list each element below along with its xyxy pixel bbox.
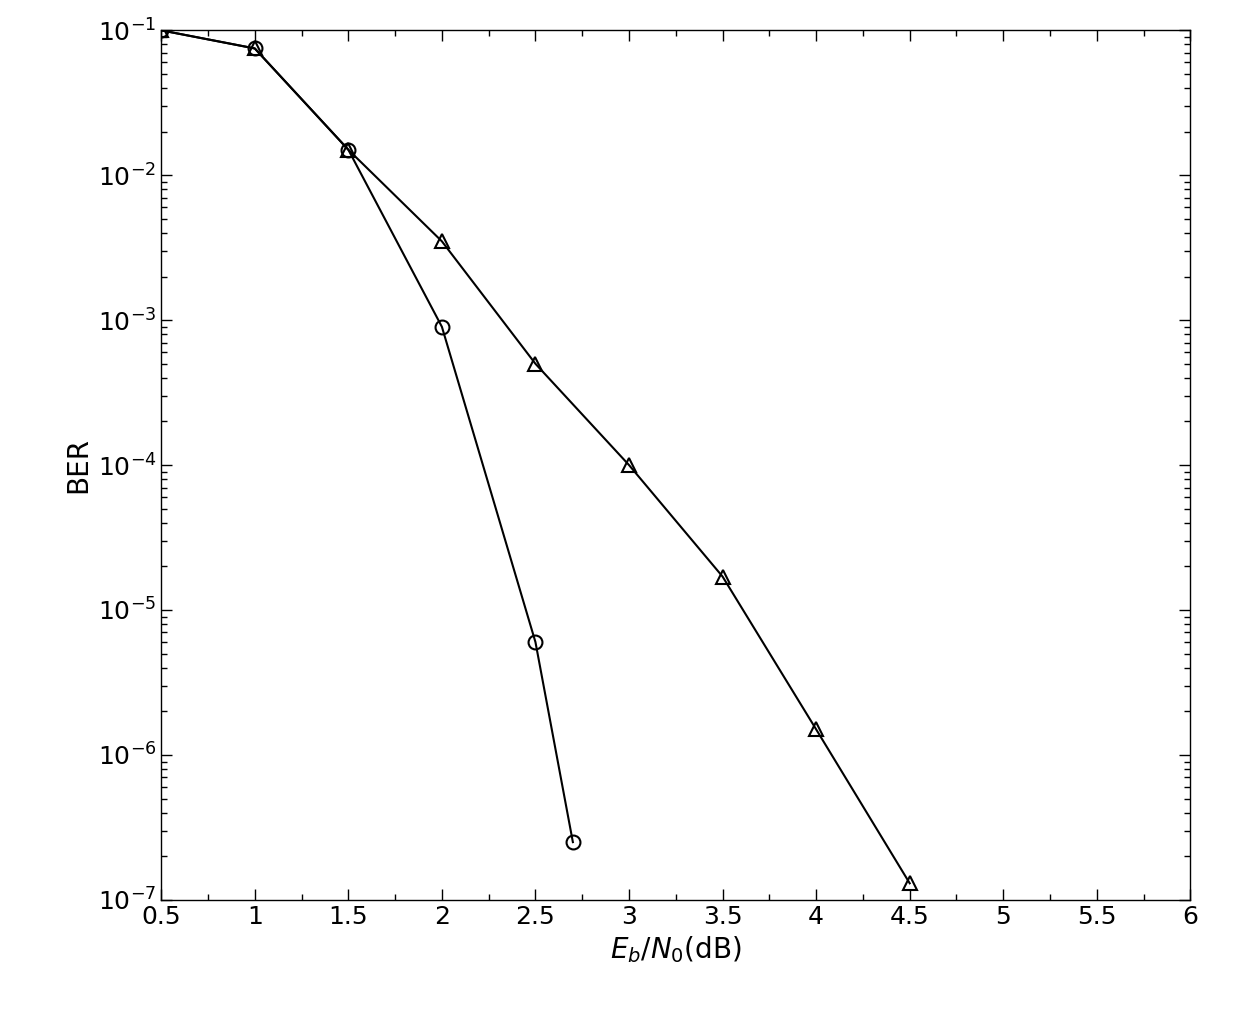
Line: circle series: circle series: [154, 23, 580, 849]
triangle series: [154, 24, 169, 36]
triangle series: [621, 459, 636, 471]
triangle series: [341, 144, 356, 156]
circle series: [565, 836, 580, 848]
circle series: [434, 320, 449, 333]
X-axis label: $E_b/N_0$(dB): $E_b/N_0$(dB): [610, 934, 742, 966]
triangle series: [715, 570, 730, 582]
triangle series: [434, 236, 449, 248]
triangle series: [247, 42, 262, 55]
Line: triangle series: triangle series: [154, 23, 916, 891]
triangle series: [528, 358, 543, 370]
triangle series: [808, 723, 823, 735]
circle series: [528, 636, 543, 648]
Y-axis label: BER: BER: [64, 437, 92, 493]
circle series: [341, 144, 356, 156]
triangle series: [903, 878, 918, 890]
circle series: [154, 24, 169, 36]
circle series: [247, 42, 262, 55]
